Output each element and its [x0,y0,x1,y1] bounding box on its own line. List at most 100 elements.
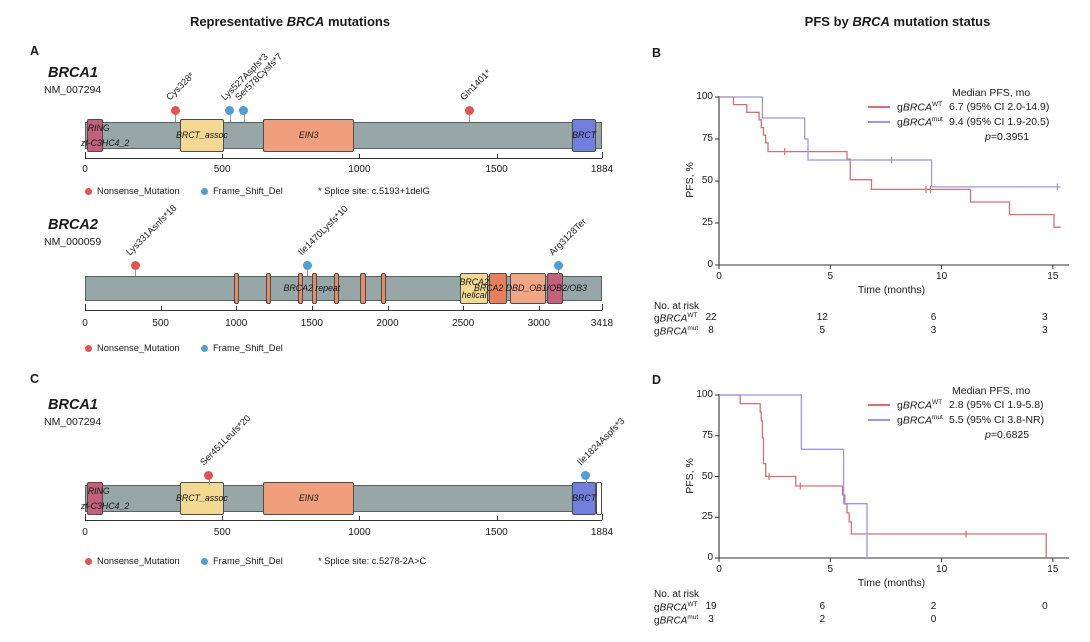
domain-box [312,273,318,304]
km-legend-swatch [868,121,890,124]
text-run: mutations [324,14,391,29]
protein-axis-tick [463,306,465,310]
risk-row-label-0: gBRCAWT [654,312,697,324]
x-tick-label: 5 [827,271,834,282]
x-tick-label: 10 [936,564,948,575]
p-value: p=0.3951 [985,131,1029,143]
domain-box [234,273,240,304]
domain-label: BRCA2 repeat [283,283,341,293]
km-curve-series-1 [719,96,1061,188]
protein-axis-tick [602,304,603,310]
risk-count: 19 [705,601,717,612]
km-median-value: 6.7 (95% CI 2.0-14.9) [949,101,1050,114]
domain-box [179,119,225,152]
risk-count: 22 [705,312,717,323]
mutation-dot-nonsense [204,470,214,480]
protein-axis-tick [359,516,361,520]
text-run: WT [687,312,698,319]
legend-item-frameshift: Frame_Shift_Del [201,343,283,353]
y-tick-label: 75 [701,429,713,441]
lollipop-stem [135,265,137,276]
domain-box [459,273,489,304]
p-value: p=0.6825 [985,429,1029,441]
transcript-id: NM_007294 [44,416,102,428]
lollipop-panel-c-brca1: BRCA1 NM_007294 RING zf-C3HC4_2 BRCT_assoc EI… [40,393,626,578]
x-tick-label: 0 [716,564,722,575]
lollipop-stem [307,265,309,276]
risk-table-header: No. at risk [654,301,700,312]
y-tick-label: 75 [701,133,713,144]
risk-row-label-0: gBRCAWT [654,601,697,613]
legend-dot-frameshift [201,557,208,565]
km-curve-series-0 [719,96,1061,228]
text-run: mut [687,325,699,332]
protein-axis-tick-label: 2000 [376,318,399,329]
text-run: BRCA [286,14,325,29]
km-series-name: gBRCAmut [897,116,949,129]
text-run: WT [687,601,698,608]
km-median-value: 5.5 (95% CI 3.8-NR) [949,414,1045,427]
km-curve-series-1 [719,394,868,558]
legend-item-nonsense: Nonsense_Mutation [85,186,180,196]
x-tick-label: 15 [1047,564,1059,575]
km-legend-header: Median PFS, mo [952,87,1031,99]
mutation-dot-frameshift [581,470,591,480]
mutation-dot-frameshift [302,260,312,270]
protein-axis-tick [496,516,498,520]
domain-label: RING [87,123,110,133]
risk-row-label-1: gBRCAmut [654,325,698,337]
km-curve-series-0 [719,394,1047,558]
text-run: g [654,326,660,338]
domain-box [87,119,104,152]
text-run: WT [932,399,943,406]
text-run: Representative [189,14,287,29]
text-run: p [985,429,991,441]
protein-axis-tick-label: 1000 [348,164,371,175]
legend-item-frameshift: Frame_Shift_Del [201,186,283,196]
text-run: mut [932,116,943,123]
text-run: BRCA [902,101,933,114]
mutation-label: Gln1401* [458,67,494,103]
risk-count: 5 [819,325,826,336]
legend-dot-frameshift [201,187,208,195]
domain-box [572,119,597,152]
text-run: BRCA [659,615,688,627]
x-tick-label: 0 [716,271,722,282]
km-legend-row-1: gBRCAmut 5.5 (95% CI 3.8-NR) [868,414,1044,427]
x-tick-label: 15 [1047,271,1059,282]
risk-count: 6 [819,601,826,612]
domain-box [572,482,597,515]
text-run: =0.3951 [990,131,1030,143]
transcript-id: NM_007294 [44,84,102,96]
protein-axis-tick-label: 1000 [225,318,248,329]
lollipop-stem [229,110,231,122]
domain-label: helical [461,290,487,300]
panel-label-c: C [30,372,40,386]
transcript-id: NM_000059 [44,236,102,248]
gene-name: BRCA1 [48,397,98,413]
risk-count: 6 [930,312,937,323]
legend-label: Nonsense_Mutation [97,556,180,566]
y-axis-title: PFS, % [684,162,696,198]
text-run: BRCA [852,14,890,29]
lollipop-stem [469,110,471,122]
x-axis-title: Time (months) [857,577,926,589]
legend-label: Frame_Shift_Del [213,343,283,353]
text-run: p [985,131,991,143]
mutation-dot-frameshift [553,260,563,270]
protein-axis-tick [85,152,86,158]
domain-box [596,482,602,515]
legend-dot-nonsense [85,557,92,565]
text-run: g [897,399,903,412]
protein-axis-tick [538,306,540,310]
panel-label-d: D [652,373,662,387]
domain-label: BRCA2 [459,277,489,287]
protein-axis-tick [602,152,603,158]
legend-item-nonsense: Nonsense_Mutation [85,556,180,566]
risk-count: 3 [708,614,714,625]
gene-name: BRCA1 [48,65,98,81]
y-axis-title: PFS, % [684,457,696,494]
km-legend-swatch [868,404,890,407]
text-run: g [654,615,660,627]
protein-axis-tick [222,154,224,158]
